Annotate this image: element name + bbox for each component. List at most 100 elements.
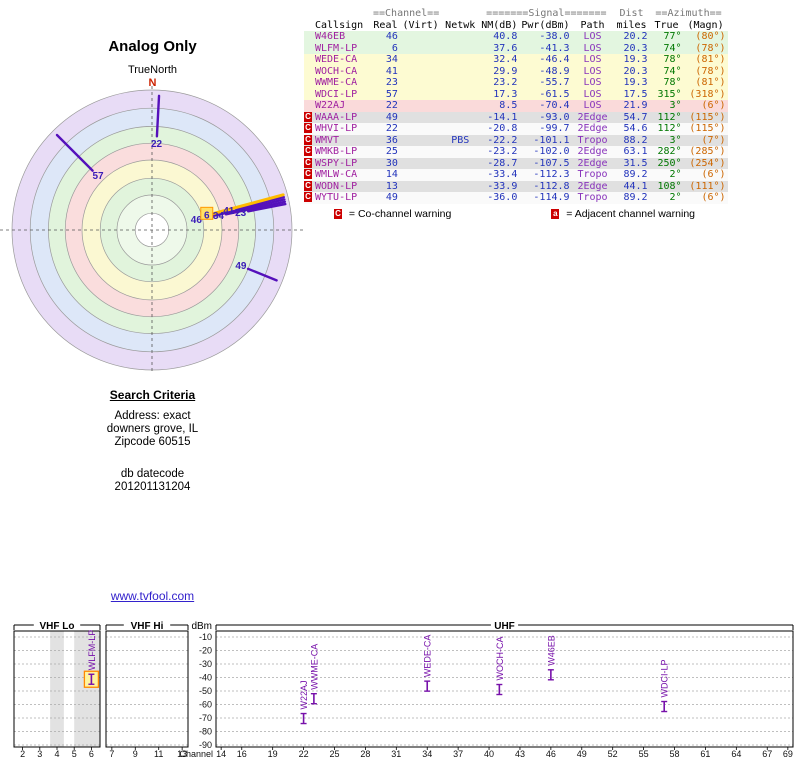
channel-tick-label: 64 <box>731 749 741 759</box>
miles-cell: 89.2 <box>623 192 648 203</box>
callsign-link[interactable]: WMVT <box>315 134 340 146</box>
marker-label: WWME-CA <box>309 644 319 690</box>
pwr-cell: -61.5 <box>539 88 570 100</box>
tvfool-link[interactable]: www.tvfool.com <box>110 589 195 603</box>
miles-cell: 89.2 <box>623 169 648 180</box>
callsign-link[interactable]: WLFM-LP <box>315 42 358 54</box>
nm-cell: 23.2 <box>493 77 518 88</box>
callsign-link[interactable]: W22AJ <box>315 100 346 111</box>
channel-tick-label: 49 <box>577 749 587 759</box>
co-channel-warning-badge: C <box>304 146 312 156</box>
polar-channel-label-23: 23 <box>235 208 247 219</box>
true-cell: 78° <box>663 77 682 88</box>
callsign-link[interactable]: WYTU-LP <box>315 192 358 203</box>
station-table-body: W46EB 46 40.8 -38.0 LOS 20.2 77° (80°) WLFM-LP 6 3… <box>304 31 728 204</box>
table-row: W22AJ 22 8.5 -70.4 LOS 21.9 3° (6°) <box>304 100 728 112</box>
virt-cell <box>400 31 441 43</box>
true-cell: 282° <box>657 146 682 157</box>
callsign-link[interactable]: WWME-CA <box>315 77 358 88</box>
virt-cell <box>400 100 441 112</box>
netwk-cell <box>441 43 479 55</box>
magn-cell: (111°) <box>689 180 726 192</box>
virt-cell <box>400 181 441 193</box>
polar-spoke-ch41 <box>235 195 285 211</box>
callsign-link[interactable]: WMKB-LP <box>315 146 358 157</box>
callsign-link[interactable]: W46EB <box>315 31 346 42</box>
real-cell: 49 <box>385 111 398 123</box>
table-header-cell: True <box>654 19 679 31</box>
callsign-link[interactable]: WAAA-LP <box>315 111 358 123</box>
channel-tick-label: 9 <box>133 749 138 759</box>
pwr-cell: -112.8 <box>533 180 570 192</box>
band-label-UHF: UHF <box>494 621 515 632</box>
path-cell: 2Edge <box>577 111 608 123</box>
table-row: WWME-CA 23 23.2 -55.7 LOS 19.3 78° (81°) <box>304 77 728 89</box>
real-cell: 49 <box>385 192 398 203</box>
real-cell: 25 <box>385 146 398 157</box>
channel-tick-label: 34 <box>422 749 432 759</box>
callsign-link[interactable]: WHVI-LP <box>315 123 358 134</box>
nm-cell: 32.4 <box>493 54 518 65</box>
signal-chart-area: VHF Lo 2 3 4 5 6 VHF Hi 7 9 11 13 UHF 14 16 19 22 25 28 31… <box>0 616 800 773</box>
channel-tick-label: 58 <box>670 749 680 759</box>
polar-spoke-ch34 <box>224 200 287 216</box>
miles-cell: 21.9 <box>623 100 648 111</box>
netwk-cell <box>441 112 479 124</box>
warning-cell: C <box>304 134 313 147</box>
netwk-cell <box>441 169 479 181</box>
callsign-link[interactable]: WDCI-LP <box>315 88 358 100</box>
table-row: C WODN-LP 13 -33.9 -112.8 2Edge 44.1 108° (111°) <box>304 180 728 193</box>
marker-label: WEDE-CA <box>423 635 433 678</box>
dbm-tick-label: -20 <box>199 646 212 656</box>
channel-tick-label: 46 <box>546 749 556 759</box>
callsign-link[interactable]: WEDE-CA <box>315 54 358 65</box>
channel-tick-label: 2 <box>20 749 25 759</box>
pwr-cell: -55.7 <box>539 77 570 88</box>
warning-cell: C <box>304 192 313 204</box>
band-label-VHF Lo: VHF Lo <box>40 621 75 632</box>
table-row: C WHVI-LP 22 -20.8 -99.7 2Edge 54.6 112° (115°) <box>304 123 728 135</box>
magn-cell: (78°) <box>695 65 726 77</box>
polar-chart: 22 57 46 6 34 41 23 49 <box>0 86 304 374</box>
table-row: WEDE-CA 34 32.4 -46.4 LOS 19.3 78° (81°) <box>304 54 728 66</box>
polar-chart-title: Analog Only <box>108 38 197 55</box>
channel-tick-label: 52 <box>608 749 618 759</box>
legend-item: a = Adjacent channel warning <box>551 208 695 220</box>
db-datecode-label: db datecode <box>120 468 185 480</box>
highlight-box <box>200 206 214 220</box>
warning-cell: C <box>304 157 313 170</box>
path-cell: 2Edge <box>577 157 608 169</box>
netwk-cell <box>441 100 479 112</box>
callsign-link[interactable]: WMLW-CA <box>315 169 358 180</box>
netwk-cell: PBS <box>451 134 470 146</box>
legend-badge-a: a <box>551 209 560 220</box>
path-cell: LOS <box>583 54 602 65</box>
channel-tick-label: 40 <box>484 749 494 759</box>
signal-marker-W22AJ: W22AJ <box>299 681 309 725</box>
table-header-cell: NM(dB) <box>481 19 518 31</box>
warning-cell <box>304 66 313 78</box>
miles-cell: 20.3 <box>623 42 648 54</box>
path-cell: 2Edge <box>577 146 608 157</box>
table-header-cell <box>441 8 479 20</box>
true-cell: 250° <box>657 157 682 169</box>
polar-spoke-ch57 <box>55 133 94 172</box>
callsign-link[interactable]: WOCH-CA <box>315 65 358 77</box>
callsign-link[interactable]: WSPY-LP <box>315 157 358 169</box>
netwk-cell <box>441 31 479 43</box>
pwr-cell: -93.0 <box>539 111 570 123</box>
channel-tick-label: 55 <box>639 749 649 759</box>
db-datecode-block: db datecode 201201131204 <box>0 468 305 494</box>
nm-cell: 37.6 <box>493 42 518 54</box>
nm-cell: -22.2 <box>487 134 518 146</box>
virt-cell <box>400 89 441 101</box>
callsign-link[interactable]: WODN-LP <box>315 180 358 192</box>
warning-cell: C <box>304 180 313 193</box>
true-cell: 74° <box>663 42 682 54</box>
channel-tick-label: 19 <box>268 749 278 759</box>
search-zipcode: Zipcode 60515 <box>114 436 191 448</box>
polar-chart-area: 22 57 46 6 34 41 23 49 <box>0 84 305 381</box>
real-cell: 46 <box>385 31 398 42</box>
polar-channel-label-34: 34 <box>213 211 225 222</box>
